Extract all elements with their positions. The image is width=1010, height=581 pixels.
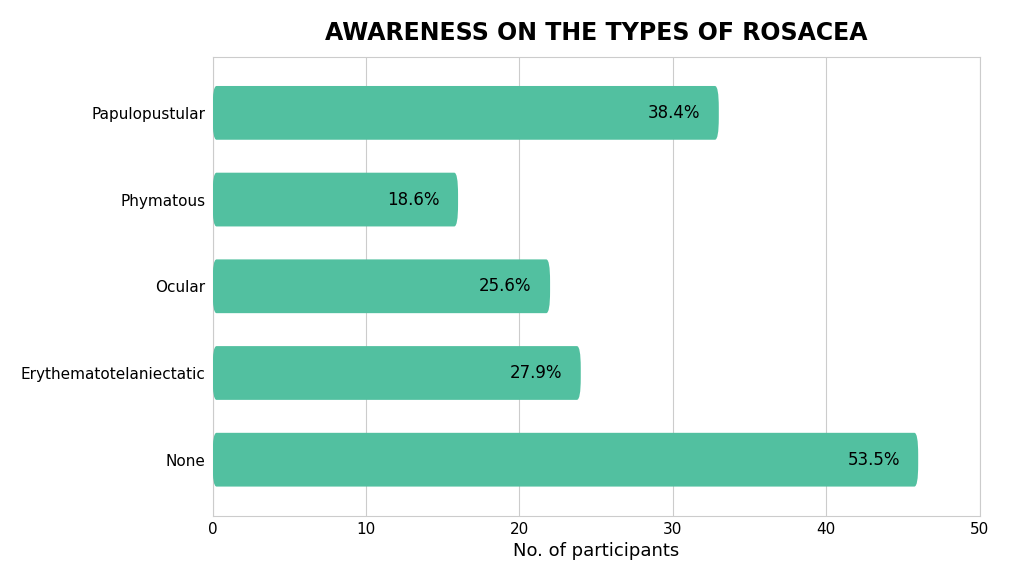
FancyBboxPatch shape (213, 173, 459, 227)
Title: AWARENESS ON THE TYPES OF ROSACEA: AWARENESS ON THE TYPES OF ROSACEA (325, 21, 868, 45)
Text: 53.5%: 53.5% (847, 451, 900, 469)
Text: 25.6%: 25.6% (479, 277, 531, 295)
FancyBboxPatch shape (213, 346, 581, 400)
FancyBboxPatch shape (213, 433, 918, 486)
Text: 27.9%: 27.9% (510, 364, 563, 382)
FancyBboxPatch shape (213, 259, 550, 313)
FancyBboxPatch shape (213, 86, 719, 140)
X-axis label: No. of participants: No. of participants (513, 542, 679, 560)
Text: 38.4%: 38.4% (647, 104, 700, 122)
Text: 18.6%: 18.6% (387, 191, 439, 209)
